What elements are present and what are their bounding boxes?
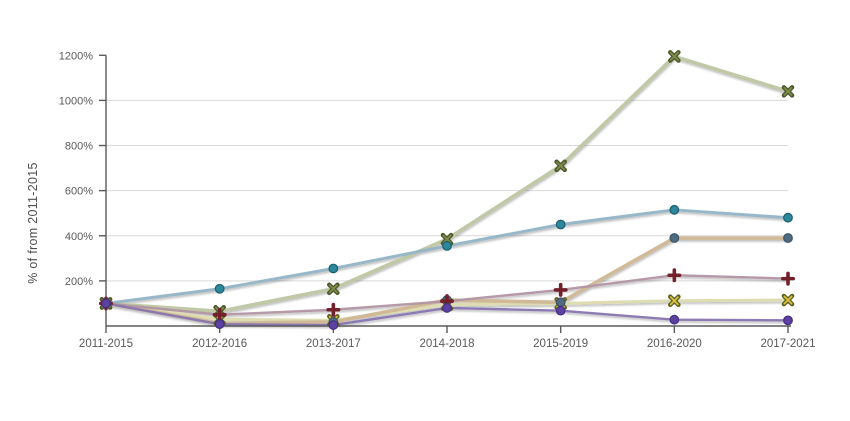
x-tick-label: 2014-2018 bbox=[420, 338, 475, 350]
y-tick-label: 600% bbox=[65, 186, 93, 198]
x-tick-label: 2011-2015 bbox=[79, 338, 133, 350]
data-point-purple-circle bbox=[783, 315, 793, 326]
y-tick-label: 1000% bbox=[59, 95, 93, 107]
data-point-steelblue-circle bbox=[669, 204, 680, 215]
x-tick-label: 2015-2019 bbox=[533, 338, 588, 350]
data-point-steelblue-circle bbox=[783, 212, 793, 223]
y-tick-label: 200% bbox=[65, 276, 93, 288]
x-tick-label: 2012-2016 bbox=[192, 338, 247, 350]
data-point-steelblue-circle bbox=[328, 263, 339, 274]
data-point-steelblue-circle bbox=[555, 219, 566, 230]
series-markers bbox=[99, 50, 795, 330]
y-tick-label: 800% bbox=[65, 141, 93, 153]
data-point-darkred-plus bbox=[326, 302, 341, 317]
data-point-purple-circle bbox=[555, 305, 566, 316]
data-point-tan-slate-circle bbox=[783, 233, 793, 243]
data-point-purple-circle bbox=[328, 320, 339, 330]
data-point-yellow-x bbox=[668, 294, 681, 308]
y-tick-label: 400% bbox=[65, 231, 93, 243]
data-point-steelblue-circle bbox=[214, 283, 225, 294]
data-point-purple-circle bbox=[214, 319, 225, 330]
x-tick-label: 2017-2021 bbox=[761, 338, 816, 350]
data-point-darkred-plus bbox=[781, 271, 795, 286]
data-point-sage-x bbox=[668, 50, 681, 63]
series-line-steelblue-circle bbox=[104, 208, 790, 305]
data-point-yellow-x bbox=[781, 293, 795, 307]
data-point-purple-circle bbox=[101, 298, 111, 309]
data-point-darkred-plus bbox=[212, 307, 227, 322]
y-tick-label: 1200% bbox=[59, 50, 93, 62]
x-tick-label: 2016-2020 bbox=[647, 338, 702, 350]
data-point-sage-x bbox=[781, 85, 795, 98]
data-point-steelblue-circle bbox=[442, 241, 452, 251]
data-point-sage-x bbox=[327, 282, 340, 296]
data-point-purple-circle bbox=[669, 314, 680, 325]
data-point-tan-slate-circle bbox=[669, 233, 680, 243]
data-point-sage-x bbox=[554, 159, 567, 173]
data-point-darkred-plus bbox=[667, 268, 682, 283]
gridlines bbox=[106, 99, 788, 282]
series-line-sage-x bbox=[104, 54, 790, 314]
x-tick-label: 2013-2017 bbox=[306, 338, 361, 350]
data-point-tan-slate-circle bbox=[555, 297, 566, 308]
data-point-purple-circle bbox=[442, 303, 452, 313]
data-point-darkred-plus bbox=[553, 282, 568, 297]
